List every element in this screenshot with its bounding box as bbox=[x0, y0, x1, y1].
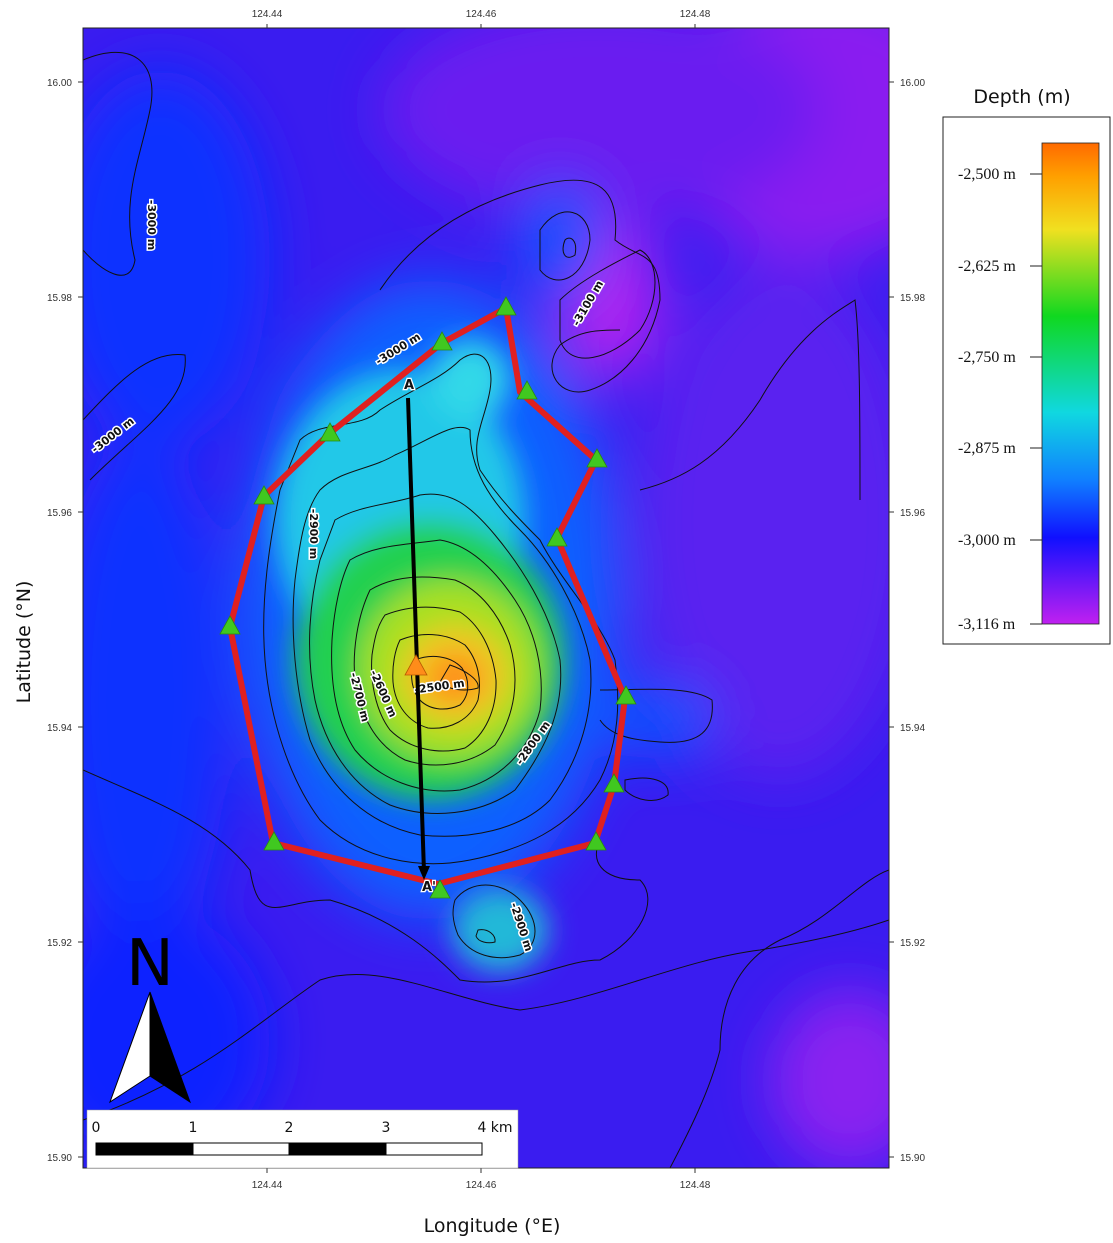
legend-tick: -3,116 m bbox=[958, 616, 1016, 633]
x-tick-top: 124.44 bbox=[252, 9, 283, 20]
station-marker bbox=[431, 331, 453, 351]
y-tick-left: 15.92 bbox=[47, 938, 72, 949]
y-tick-right: 15.90 bbox=[900, 1153, 925, 1164]
station-marker bbox=[586, 448, 608, 468]
north-arrow: N bbox=[109, 927, 191, 1104]
y-tick-right: 15.94 bbox=[900, 723, 925, 734]
x-tick-top: 124.48 bbox=[680, 9, 711, 20]
legend-tick: -2,625 m bbox=[958, 258, 1016, 275]
y-tick-left: 15.98 bbox=[47, 293, 72, 304]
contour-label: -3000 m bbox=[145, 200, 158, 250]
depth-legend: Depth (m) -2,500 m -2,625 m -2,750 m -2,… bbox=[942, 86, 1111, 645]
y-tick-right: 16.00 bbox=[900, 78, 925, 89]
profile-line: A A' bbox=[403, 377, 438, 897]
scale-label: 3 bbox=[382, 1120, 391, 1136]
north-letter: N bbox=[126, 927, 174, 1001]
scale-label: 1 bbox=[189, 1120, 198, 1136]
station-marker bbox=[603, 773, 625, 793]
legend-tick: -3,000 m bbox=[958, 532, 1016, 549]
x-axis-title: Longitude (°E) bbox=[424, 1215, 561, 1237]
profile-start-label: A bbox=[404, 378, 414, 393]
scale-bar: 0 1 2 3 4 km bbox=[86, 1109, 519, 1169]
legend-tick: -2,875 m bbox=[958, 440, 1016, 457]
y-tick-left: 15.90 bbox=[47, 1153, 72, 1164]
depth-raster bbox=[83, 28, 889, 1168]
station-marker bbox=[516, 380, 538, 400]
y-tick-right: 15.92 bbox=[900, 938, 925, 949]
x-tick-bottom: 124.48 bbox=[680, 1180, 711, 1191]
contour-label: -2900 m bbox=[307, 509, 320, 559]
station-marker bbox=[219, 615, 241, 635]
station-marker bbox=[319, 422, 341, 442]
x-tick-bottom: 124.44 bbox=[252, 1180, 283, 1191]
station-marker bbox=[585, 831, 607, 851]
x-tick-top: 124.46 bbox=[466, 9, 497, 20]
y-axis-title: Latitude (°N) bbox=[13, 581, 35, 704]
summit-marker bbox=[404, 654, 428, 676]
scale-label: 0 bbox=[92, 1120, 101, 1136]
legend-title: Depth (m) bbox=[973, 86, 1070, 108]
scale-label: 4 km bbox=[477, 1120, 512, 1136]
x-tick-bottom: 124.46 bbox=[466, 1180, 497, 1191]
y-tick-right: 15.96 bbox=[900, 508, 925, 519]
survey-area-outline bbox=[227, 305, 628, 887]
station-markers bbox=[219, 296, 637, 899]
station-marker bbox=[546, 527, 568, 547]
y-tick-right: 15.98 bbox=[900, 293, 925, 304]
x-ticks-top: 124.44 124.46 124.48 bbox=[252, 9, 711, 28]
station-marker bbox=[429, 879, 451, 899]
y-tick-left: 15.94 bbox=[47, 723, 72, 734]
y-ticks-left: 16.00 15.98 15.96 15.94 15.92 15.90 bbox=[47, 78, 83, 1164]
x-ticks-bottom: 124.44 124.46 124.48 bbox=[252, 1168, 711, 1191]
y-tick-left: 16.00 bbox=[47, 78, 72, 89]
station-marker bbox=[253, 485, 275, 505]
y-tick-left: 15.96 bbox=[47, 508, 72, 519]
legend-tick: -2,500 m bbox=[958, 166, 1016, 183]
station-marker bbox=[263, 831, 285, 851]
y-ticks-right: 16.00 15.98 15.96 15.94 15.92 15.90 bbox=[889, 78, 925, 1164]
contour-lines bbox=[83, 51, 889, 1168]
legend-tick: -2,750 m bbox=[958, 349, 1016, 366]
station-marker bbox=[495, 296, 517, 316]
scale-label: 2 bbox=[285, 1120, 294, 1136]
station-marker bbox=[615, 685, 637, 705]
